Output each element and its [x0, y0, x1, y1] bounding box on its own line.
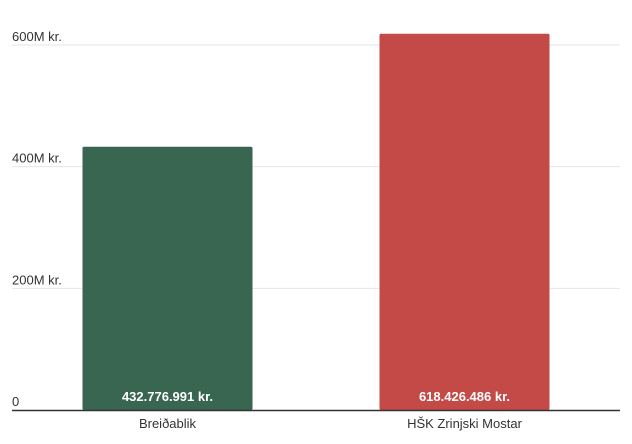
- category-label: HŠK Zrinjski Mostar: [407, 416, 523, 431]
- bar-1: [379, 33, 550, 410]
- bar-value-label: 432.776.991 kr.: [122, 389, 213, 404]
- data-labels: 432.776.991 kr. 618.426.486 kr.: [122, 389, 510, 404]
- y-tick-label: 400M kr.: [12, 151, 62, 166]
- y-tick-label: 0: [12, 394, 19, 409]
- category-label: Breiðablik: [139, 416, 197, 431]
- bar-value-label: 618.426.486 kr.: [419, 389, 510, 404]
- bar-0: [82, 146, 253, 410]
- x-axis-categories: Breiðablik HŠK Zrinjski Mostar: [139, 416, 523, 431]
- bars: [82, 33, 550, 410]
- y-tick-label: 200M kr.: [12, 272, 62, 287]
- y-tick-label: 600M kr.: [12, 29, 62, 44]
- y-axis-ticks: 0 200M kr. 400M kr. 600M kr.: [12, 29, 62, 409]
